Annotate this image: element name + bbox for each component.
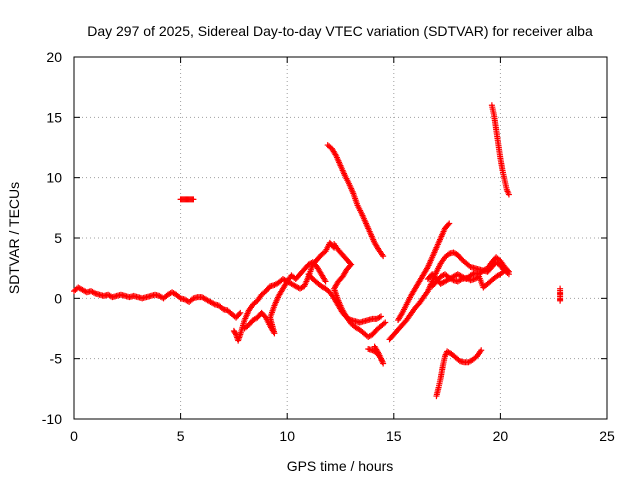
y-axis-label: SDTVAR / TECUs <box>6 182 22 294</box>
data-point <box>505 271 512 278</box>
series-arc-14 <box>488 102 512 198</box>
data-point <box>371 343 378 350</box>
data-point <box>446 220 453 227</box>
data-point <box>378 313 385 320</box>
plot-frame <box>73 56 608 420</box>
x-tick-label: 20 <box>493 428 509 444</box>
data-point <box>232 330 239 337</box>
axis-ticks <box>73 56 608 420</box>
data-point <box>380 253 387 260</box>
x-axis-label: GPS time / hours <box>287 458 394 474</box>
y-tick-label: -10 <box>42 411 62 427</box>
x-tick-label: 10 <box>279 428 295 444</box>
chart-title: Day 297 of 2025, Sidereal Day-to-day VTE… <box>87 23 593 39</box>
data-point <box>557 297 564 304</box>
series-arc-10 <box>395 220 453 324</box>
series-arc-5 <box>305 271 389 340</box>
x-tick-label: 15 <box>386 428 402 444</box>
y-tick-label: 20 <box>46 49 62 65</box>
tick-labels: 0 5 10 15 20 25 -10 -5 0 5 10 15 20 <box>42 49 615 444</box>
y-tick-label: 5 <box>54 230 62 246</box>
y-tick-label: 15 <box>46 109 62 125</box>
data-point <box>322 278 329 285</box>
series-arc-12 <box>429 267 512 291</box>
data-series <box>71 102 564 400</box>
x-tick-label: 0 <box>70 428 78 444</box>
data-point <box>236 311 243 318</box>
series-arc-8 <box>365 343 387 367</box>
data-point <box>382 319 389 326</box>
data-point <box>237 309 244 316</box>
y-tick-label: -5 <box>50 351 63 367</box>
series-arc-2 <box>177 196 197 203</box>
x-tick-label: 25 <box>599 428 615 444</box>
grid <box>74 57 607 419</box>
series-arc-13 <box>433 347 485 400</box>
data-point <box>445 221 452 228</box>
data-point <box>190 196 197 203</box>
series-arc-7 <box>331 241 385 326</box>
y-tick-label: 0 <box>54 290 62 306</box>
data-point <box>505 191 512 198</box>
series-arc-4 <box>241 259 329 337</box>
x-tick-label: 5 <box>177 428 185 444</box>
series-arc-15 <box>557 285 564 304</box>
series-arc-1 <box>71 284 244 321</box>
y-tick-label: 10 <box>46 170 62 186</box>
series-arc-3 <box>230 239 338 344</box>
data-point <box>478 347 485 354</box>
series-arc-6 <box>324 142 387 260</box>
